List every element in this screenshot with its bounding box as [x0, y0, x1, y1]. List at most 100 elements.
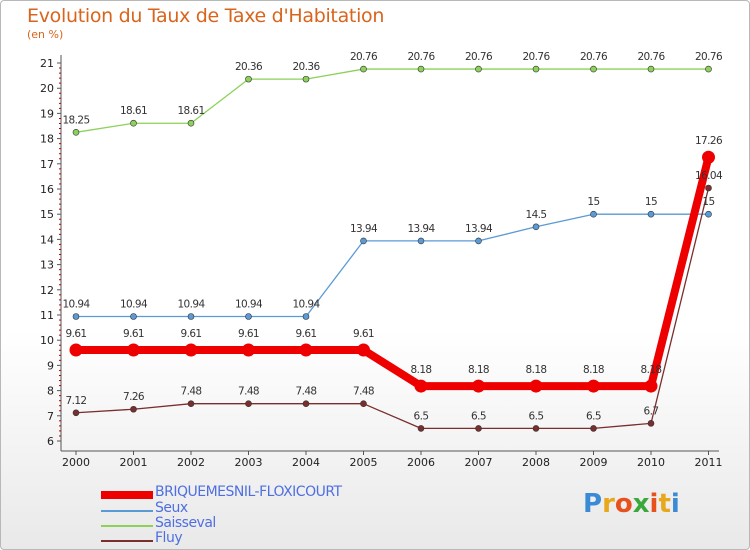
data-label-fluy: 7.48: [296, 386, 317, 398]
data-point-seux: [245, 313, 252, 320]
logo-letter: o: [614, 489, 633, 519]
y-tick-label: 6: [47, 435, 54, 448]
data-label-seux: 10.94: [120, 299, 148, 311]
data-label-saisseval: 18.61: [120, 105, 147, 117]
data-label-saisseval: 20.76: [350, 51, 378, 63]
data-point-briquemesnil: [69, 343, 83, 357]
data-point-briquemesnil: [529, 379, 543, 393]
x-tick-label: 2005: [350, 456, 378, 469]
y-tick-label: 9: [47, 359, 54, 372]
data-label-fluy: 6.5: [529, 410, 544, 422]
x-tick-label: 2003: [235, 456, 263, 469]
y-tick-label: 13: [40, 259, 54, 272]
legend-label-seux: Seux: [155, 500, 188, 516]
legend-swatch-saisseval: [101, 525, 153, 527]
data-point-fluy: [187, 400, 195, 408]
data-label-briquemesnil: 8.18: [526, 364, 547, 376]
y-tick-label: 10: [40, 334, 54, 347]
data-label-seux: 10.94: [62, 299, 90, 311]
data-label-saisseval: 18.25: [62, 114, 89, 126]
data-point-seux: [532, 223, 540, 231]
data-label-seux: 10.94: [177, 299, 205, 311]
legend-swatch-seux: [101, 510, 153, 512]
x-tick-label: 2007: [465, 456, 493, 469]
data-point-seux: [647, 210, 655, 218]
data-label-seux: 15: [587, 196, 599, 208]
series-line-briquemesnil: [72, 153, 713, 391]
legend-item-briquemesnil: BRIQUEMESNIL-FLOXICOURT: [101, 484, 401, 503]
y-tick-label: 14: [40, 233, 54, 246]
data-point-seux: [590, 210, 597, 218]
legend-label-saisseval: Saisseval: [155, 515, 216, 531]
x-tick-label: 2001: [120, 456, 148, 469]
y-tick-label: 7: [47, 410, 54, 423]
data-label-seux: 10.94: [292, 299, 320, 311]
data-label-fluy: 7.26: [123, 391, 145, 403]
legend-item-fluy: Fluy: [101, 530, 401, 549]
y-tick-label: 8: [47, 385, 54, 398]
data-label-saisseval: 20.76: [580, 51, 608, 63]
data-point-fluy: [647, 420, 655, 427]
data-label-seux: 13.94: [465, 223, 493, 235]
data-point-fluy: [590, 425, 597, 432]
data-point-saisseval: [475, 65, 482, 73]
data-label-briquemesnil: 9.61: [123, 328, 144, 340]
data-point-saisseval: [302, 75, 310, 83]
data-point-briquemesnil: [587, 379, 600, 393]
data-point-seux: [187, 313, 195, 320]
data-point-saisseval: [245, 75, 252, 83]
series-line-seux: [75, 213, 710, 318]
data-label-fluy: 7.48: [238, 386, 259, 398]
y-tick-label: 18: [40, 133, 54, 146]
data-label-fluy: 7.48: [353, 386, 374, 398]
legend-label-briquemesnil: BRIQUEMESNIL-FLOXICOURT: [155, 484, 342, 500]
data-point-seux: [475, 237, 482, 245]
data-point-fluy: [475, 425, 482, 432]
data-label-fluy: 16.04: [695, 170, 723, 182]
data-label-fluy: 6.5: [586, 410, 601, 422]
data-point-briquemesnil: [414, 379, 428, 393]
x-tick-label: 2008: [522, 456, 550, 469]
y-tick-label: 19: [40, 107, 54, 120]
data-point-saisseval: [705, 65, 712, 73]
data-point-seux: [72, 313, 80, 320]
y-tick-label: 15: [40, 208, 54, 221]
data-point-fluy: [360, 400, 367, 408]
data-label-saisseval: 20.76: [522, 51, 550, 63]
data-label-fluy: 7.48: [181, 386, 202, 398]
data-point-fluy: [705, 184, 712, 192]
legend-label-fluy: Fluy: [155, 530, 183, 546]
data-label-briquemesnil: 9.61: [296, 328, 317, 340]
data-label-saisseval: 20.76: [407, 51, 435, 63]
data-point-briquemesnil: [702, 150, 715, 164]
data-label-briquemesnil: 8.18: [641, 364, 662, 376]
legend-item-seux: Seux: [101, 500, 401, 519]
y-tick-label: 11: [40, 309, 54, 322]
chart-title: Evolution du Taux de Taxe d'Habitation: [27, 5, 385, 27]
data-point-briquemesnil: [242, 343, 255, 357]
data-point-seux: [302, 313, 310, 320]
data-point-briquemesnil: [184, 343, 198, 357]
data-label-briquemesnil: 17.26: [695, 135, 723, 147]
logo-letter: i: [670, 489, 680, 519]
data-label-fluy: 6.7: [644, 405, 659, 417]
x-tick-label: 2002: [177, 456, 205, 469]
data-label-briquemesnil: 9.61: [66, 328, 87, 340]
x-tick-label: 2009: [580, 456, 608, 469]
data-label-briquemesnil: 9.61: [181, 328, 202, 340]
data-point-fluy: [417, 425, 425, 432]
data-point-saisseval: [72, 129, 80, 136]
data-label-fluy: 6.5: [414, 410, 429, 422]
data-point-fluy: [532, 425, 540, 432]
proxiti-logo: Proxiti: [583, 489, 680, 519]
data-label-saisseval: 20.36: [235, 61, 263, 73]
data-label-briquemesnil: 8.18: [411, 364, 432, 376]
data-point-briquemesnil: [644, 379, 658, 393]
data-point-saisseval: [532, 65, 540, 73]
data-point-saisseval: [647, 65, 655, 73]
series-line-saisseval: [75, 68, 710, 133]
x-tick-label: 2000: [62, 456, 90, 469]
data-point-briquemesnil: [472, 379, 485, 393]
data-point-saisseval: [360, 65, 367, 73]
